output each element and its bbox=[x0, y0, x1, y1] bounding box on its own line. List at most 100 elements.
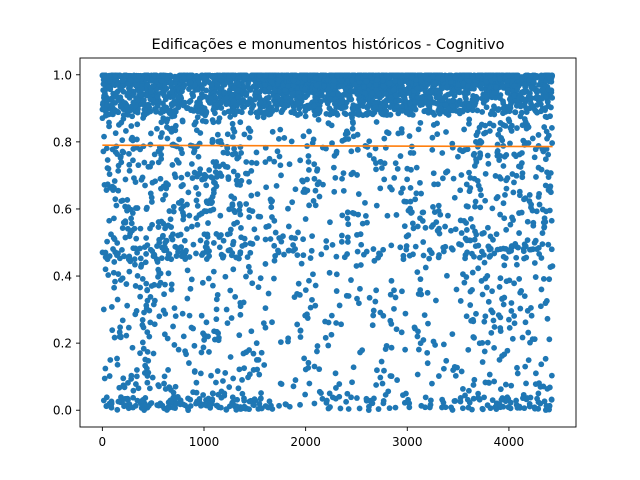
scatter-point bbox=[344, 215, 351, 222]
scatter-point bbox=[177, 401, 184, 408]
scatter-point bbox=[203, 319, 210, 326]
scatter-point bbox=[418, 99, 424, 106]
scatter-point bbox=[243, 273, 249, 280]
scatter-point bbox=[161, 103, 168, 110]
scatter-point bbox=[102, 87, 108, 94]
scatter-point bbox=[388, 277, 395, 284]
scatter-point bbox=[382, 346, 389, 353]
scatter-point bbox=[418, 77, 424, 84]
scatter-point bbox=[166, 208, 173, 214]
scatter-point bbox=[502, 122, 509, 129]
scatter-point bbox=[501, 262, 508, 269]
scatter-point bbox=[380, 246, 387, 253]
scatter-point bbox=[281, 251, 287, 258]
scatter-point bbox=[316, 193, 323, 200]
scatter-point bbox=[373, 166, 379, 173]
scatter-point bbox=[285, 247, 292, 254]
scatter-point bbox=[185, 189, 192, 196]
scatter-point bbox=[373, 202, 380, 209]
scatter-point bbox=[113, 202, 120, 209]
scatter-point bbox=[160, 183, 167, 190]
scatter-point bbox=[388, 242, 395, 249]
scatter-point bbox=[465, 83, 472, 89]
scatter-point bbox=[213, 174, 220, 180]
scatter-point bbox=[250, 401, 257, 408]
scatter-point bbox=[143, 302, 150, 309]
scatter-point bbox=[218, 394, 225, 401]
scatter-point bbox=[188, 276, 195, 283]
scatter-point bbox=[356, 300, 362, 307]
scatter-point bbox=[158, 119, 165, 126]
scatter-point bbox=[530, 103, 537, 110]
scatter-point bbox=[206, 167, 213, 173]
scatter-point bbox=[535, 132, 542, 138]
scatter-point bbox=[297, 334, 304, 340]
scatter-point bbox=[414, 371, 421, 378]
scatter-point bbox=[244, 254, 251, 261]
scatter-point bbox=[246, 398, 253, 405]
scatter-point bbox=[482, 170, 489, 177]
scatter-point bbox=[137, 284, 144, 291]
scatter-point bbox=[125, 107, 132, 113]
scatter-point bbox=[266, 88, 272, 95]
scatter-point bbox=[355, 211, 362, 218]
scatter-point bbox=[137, 146, 144, 153]
scatter-point bbox=[323, 238, 330, 244]
scatter-point bbox=[413, 190, 420, 197]
scatter-point bbox=[190, 389, 196, 396]
scatter-point bbox=[452, 74, 459, 81]
scatter-point bbox=[538, 361, 545, 368]
scatter-point bbox=[469, 269, 476, 276]
scatter-point bbox=[133, 235, 140, 242]
scatter-point bbox=[388, 344, 395, 351]
scatter-point bbox=[354, 146, 361, 153]
scatter-point bbox=[479, 109, 486, 115]
scatter-point bbox=[500, 163, 507, 169]
scatter-point bbox=[457, 187, 464, 194]
scatter-point bbox=[155, 224, 162, 231]
scatter-point bbox=[301, 86, 308, 93]
scatter-point bbox=[539, 86, 546, 93]
scatter-point bbox=[504, 87, 511, 93]
scatter-point bbox=[530, 79, 537, 86]
scatter-point bbox=[100, 306, 107, 313]
scatter-point bbox=[180, 74, 187, 81]
scatter-point bbox=[435, 254, 442, 261]
scatter-point bbox=[248, 159, 255, 166]
scatter-point bbox=[324, 100, 331, 107]
scatter-point bbox=[237, 119, 244, 126]
scatter-point bbox=[335, 90, 342, 97]
scatter-point bbox=[536, 380, 542, 387]
scatter-point bbox=[288, 97, 294, 104]
scatter-point bbox=[478, 84, 484, 91]
scatter-point bbox=[489, 288, 495, 295]
scatter-point bbox=[201, 80, 208, 87]
scatter-point bbox=[377, 251, 384, 258]
scatter-point bbox=[181, 252, 188, 259]
scatter-point bbox=[436, 90, 443, 97]
scatter-point bbox=[482, 313, 489, 320]
scatter-point bbox=[294, 290, 300, 297]
scatter-point bbox=[363, 78, 370, 85]
scatter-point bbox=[236, 366, 243, 373]
scatter-point bbox=[137, 293, 144, 300]
scatter-point bbox=[407, 198, 414, 205]
scatter-point bbox=[227, 230, 233, 237]
scatter-point bbox=[161, 373, 168, 380]
scatter-point bbox=[102, 75, 109, 82]
scatter-point bbox=[139, 397, 146, 404]
scatter-point bbox=[535, 390, 542, 397]
scatter-point bbox=[233, 177, 240, 184]
scatter-point bbox=[402, 346, 409, 353]
scatter-point bbox=[493, 84, 499, 90]
scatter-point bbox=[339, 83, 346, 89]
scatter-point bbox=[148, 199, 155, 205]
scatter-point bbox=[309, 233, 316, 240]
scatter-point bbox=[245, 125, 252, 132]
scatter-point bbox=[162, 192, 169, 198]
scatter-point bbox=[232, 209, 238, 216]
scatter-point bbox=[128, 220, 135, 227]
scatter-point bbox=[522, 319, 529, 326]
scatter-point bbox=[465, 387, 472, 394]
scatter-point bbox=[430, 170, 437, 177]
